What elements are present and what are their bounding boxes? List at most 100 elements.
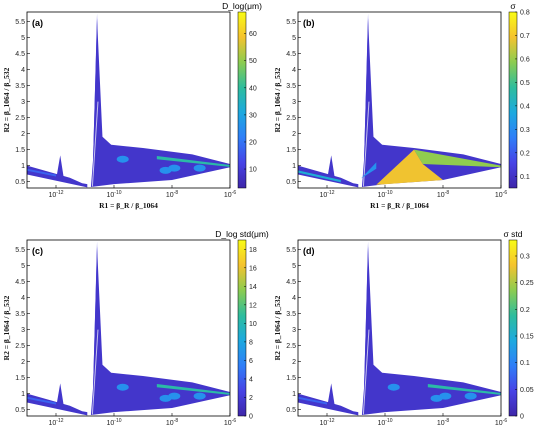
x-tick-label: 10-12 bbox=[319, 190, 334, 199]
y-tick-label: 4 bbox=[292, 295, 296, 302]
colorbar-tick-label: 8 bbox=[249, 339, 253, 346]
x-tick-label: 10-12 bbox=[48, 418, 63, 427]
y-tick-label: 3.5 bbox=[15, 83, 25, 90]
colorbar-tick-label: 0.15 bbox=[520, 334, 534, 341]
data-main-region bbox=[90, 18, 230, 188]
y-tick-label: 1.5 bbox=[15, 147, 25, 154]
plot-area bbox=[298, 13, 501, 188]
x-tick-label: 10-10 bbox=[377, 418, 392, 427]
colorbar-title: σ bbox=[510, 1, 516, 11]
y-tick-label: 3 bbox=[21, 99, 25, 106]
x-tick-exponent: -8 bbox=[445, 418, 450, 424]
x-tick-exponent: -6 bbox=[503, 418, 508, 424]
y-tick-label: 1 bbox=[292, 391, 296, 398]
y-axis-label: R2 = β_1064 / β_532 bbox=[273, 295, 282, 360]
x-tick-label: 10-8 bbox=[166, 418, 178, 427]
data-small-spike bbox=[327, 383, 336, 408]
x-tick-label: 10-8 bbox=[437, 418, 449, 427]
colorbar-tick-label: 18 bbox=[249, 247, 257, 254]
y-tick-label: 5 bbox=[21, 263, 25, 270]
x-tick-exponent: -10 bbox=[385, 418, 392, 424]
colorbar-tick-label: 40 bbox=[249, 85, 257, 92]
y-tick-label: 2 bbox=[292, 131, 296, 138]
colorbar-tick-label: 50 bbox=[249, 58, 257, 65]
y-tick-label: 3 bbox=[292, 99, 296, 106]
colorbar-tick-label: 0.05 bbox=[520, 387, 534, 394]
x-tick-exponent: -10 bbox=[114, 418, 121, 424]
x-tick-exponent: -8 bbox=[174, 418, 179, 424]
y-tick-label: 1 bbox=[21, 163, 25, 170]
data-blob bbox=[168, 164, 181, 172]
y-tick-label: 4.5 bbox=[15, 279, 25, 286]
data-wedge-highlight bbox=[361, 162, 377, 179]
plot-frame bbox=[26, 239, 231, 417]
panel-d: 0.5 1 1.5 2 2.5 3 3.5 4 4.5 5 5.5 10-12 10-10 10-8 10-… bbox=[273, 229, 534, 427]
y-tick-label: 5.5 bbox=[15, 19, 25, 26]
x-tick-exponent: -10 bbox=[385, 190, 392, 196]
x-tick-exponent: -12 bbox=[327, 190, 334, 196]
y-tick-label: 1 bbox=[292, 163, 296, 170]
x-tick-exponent: -8 bbox=[445, 190, 450, 196]
x-tick-label: 10-12 bbox=[48, 190, 63, 199]
data-blob bbox=[193, 164, 206, 172]
colorbar bbox=[237, 11, 247, 189]
colorbar bbox=[237, 239, 247, 417]
colorbar-title: D_log(μm) bbox=[222, 1, 262, 11]
data-left-tint bbox=[298, 396, 327, 405]
x-tick-label: 10-6 bbox=[495, 418, 507, 427]
data-left-highlight bbox=[298, 170, 341, 183]
y-axis-label: R2 = β_1064 / β_532 bbox=[273, 67, 282, 132]
y-tick-label: 2 bbox=[292, 359, 296, 366]
data-left-tint bbox=[27, 168, 56, 177]
colorbar-tick-label: 30 bbox=[249, 112, 257, 119]
y-tick-label: 1.5 bbox=[286, 147, 296, 154]
colorbar-tick-label: 16 bbox=[249, 265, 257, 272]
y-tick-label: 2 bbox=[21, 359, 25, 366]
colorbar-tick-label: 4 bbox=[249, 376, 253, 383]
x-tick-exponent: -6 bbox=[503, 190, 508, 196]
x-tick-exponent: -12 bbox=[56, 418, 63, 424]
colorbar-tick-label: 0.6 bbox=[520, 56, 530, 63]
y-tick-label: 5.5 bbox=[15, 247, 25, 254]
data-left-tint bbox=[27, 396, 56, 405]
colorbar-tick-label: 0.25 bbox=[520, 280, 534, 287]
panel-a: 0.511.522.533.544.555.510-12 10-10 10-8 10-… bbox=[2, 1, 262, 210]
colorbar-tick-label: 12 bbox=[249, 302, 257, 309]
colorbar bbox=[508, 239, 518, 417]
data-main-region bbox=[361, 246, 501, 416]
x-tick-label: 10-10 bbox=[106, 190, 121, 199]
y-tick-label: 4 bbox=[21, 67, 25, 74]
plot-frame bbox=[297, 239, 502, 417]
colorbar-tick-label: 6 bbox=[249, 358, 253, 365]
y-tick-label: 2.5 bbox=[15, 115, 25, 122]
x-axis-label: R1 = β_R / β_1064 bbox=[99, 201, 158, 210]
colorbar-tick-label: 0.2 bbox=[520, 307, 530, 314]
panel-label: (b) bbox=[303, 18, 315, 28]
y-tick-label: 2.5 bbox=[15, 343, 25, 350]
y-axis-label: R2 = β_1064 / β_532 bbox=[2, 295, 11, 360]
colorbar-tick-label: 0 bbox=[520, 414, 524, 421]
plot-area bbox=[298, 241, 501, 416]
colorbar bbox=[508, 11, 518, 189]
y-tick-label: 4.5 bbox=[286, 51, 296, 58]
colorbar-tick-label: 0.4 bbox=[520, 103, 530, 110]
y-tick-label: 5 bbox=[21, 35, 25, 42]
y-tick-label: 2 bbox=[21, 131, 25, 138]
data-small-spike bbox=[327, 155, 336, 180]
x-tick-label: 10-8 bbox=[437, 190, 449, 199]
y-axis-label: R2 = β_1064 / β_532 bbox=[2, 67, 11, 132]
colorbar-tick-label: 0.8 bbox=[520, 10, 530, 17]
data-main-region bbox=[90, 246, 230, 416]
data-high-streak bbox=[156, 156, 230, 167]
colorbar-tick-label: 0.7 bbox=[520, 33, 530, 40]
data-gap bbox=[91, 329, 99, 415]
x-tick-exponent: -10 bbox=[114, 190, 121, 196]
y-tick-label: 4.5 bbox=[15, 51, 25, 58]
y-tick-label: 5 bbox=[292, 263, 296, 270]
panel-label: (d) bbox=[303, 246, 315, 256]
colorbar-title: σ std bbox=[504, 229, 523, 239]
colorbar-tick-label: 60 bbox=[249, 31, 257, 38]
data-blob bbox=[116, 155, 129, 163]
y-tick-label: 3 bbox=[292, 327, 296, 334]
